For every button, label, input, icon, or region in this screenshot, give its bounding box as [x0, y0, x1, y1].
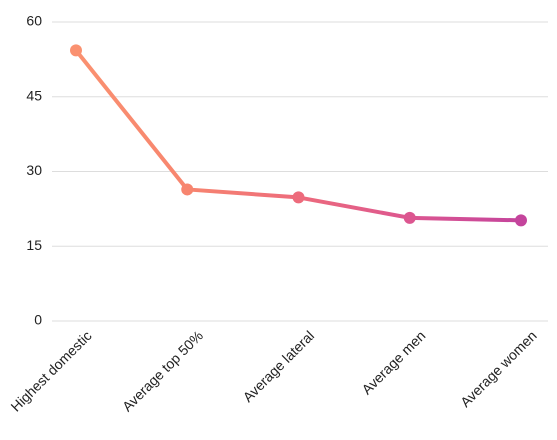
y-tick-label: 15: [26, 237, 42, 253]
y-tick-label: 60: [26, 13, 42, 29]
point: [515, 214, 527, 227]
x-tick-label: Average men: [358, 327, 428, 397]
point: [70, 44, 82, 57]
y-tick-label: 0: [34, 312, 42, 328]
x-tick-label: Highest domestic: [7, 327, 94, 414]
x-tick-label: Average lateral: [240, 327, 318, 405]
point: [181, 183, 194, 196]
point: [292, 191, 305, 204]
x-tick-label: Average top 50%: [119, 327, 206, 414]
x-tick-label: Average women: [457, 327, 540, 410]
y-tick-label: 30: [26, 162, 42, 178]
point: [403, 211, 416, 224]
y-tick-label: 45: [26, 87, 42, 103]
